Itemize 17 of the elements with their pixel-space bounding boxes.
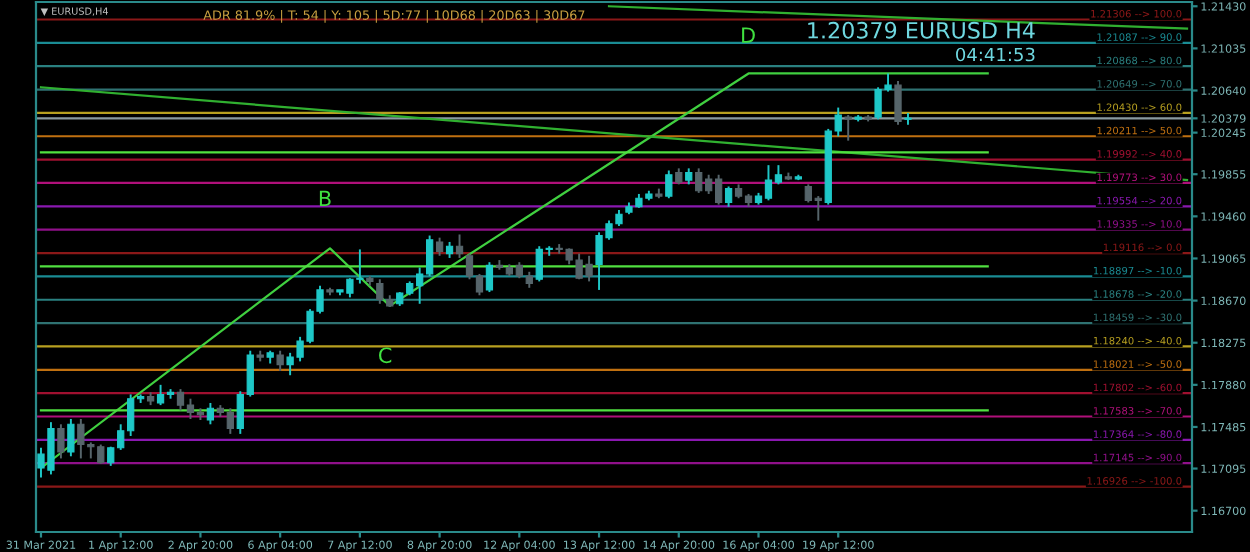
- candlestick: [57, 423, 65, 460]
- candlestick: [485, 261, 494, 294]
- annotation: C: [379, 347, 392, 364]
- candlestick: [276, 349, 284, 372]
- candlestick: [894, 79, 902, 126]
- candlestick: [67, 417, 75, 458]
- annotation: 1.20379 EURUSD H4: [808, 21, 1035, 39]
- annotation: 04:41:53: [956, 47, 1035, 62]
- candlestick: [665, 169, 673, 200]
- line-series: [39, 72, 989, 470]
- candlestick: [206, 402, 215, 426]
- candlestick: [724, 185, 733, 208]
- candlestick: [435, 236, 444, 257]
- candlestick: [844, 114, 852, 142]
- annotation: B: [319, 190, 331, 206]
- annotation: D: [742, 27, 755, 43]
- candlestick: [455, 233, 464, 259]
